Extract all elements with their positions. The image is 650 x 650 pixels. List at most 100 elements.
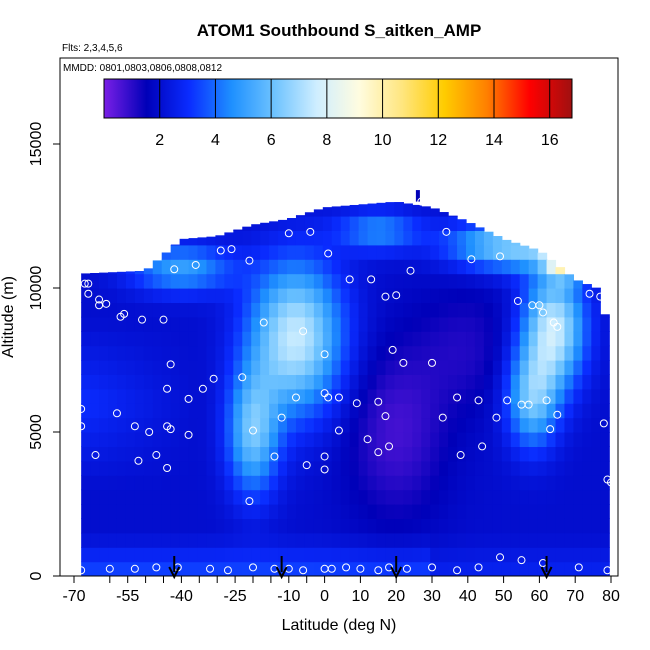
field-cell [519,302,530,318]
field-cell [331,244,342,260]
field-cell [197,417,208,433]
observation-point [223,566,232,575]
field-cell [546,432,557,447]
field-cell [251,360,261,375]
field-cell [492,316,503,332]
field-cell [304,388,315,404]
field-cell [439,288,449,303]
field-cell [278,518,288,534]
field-cell [134,547,145,563]
field-cell [421,475,431,491]
field-cell [349,273,360,289]
field-cell [90,273,100,275]
field-cell [188,460,199,476]
field-cell [116,273,127,289]
field-cell [108,518,118,534]
field-cell [421,561,431,576]
x-tick-label: -70 [62,588,85,605]
field-cell [206,345,217,361]
field-cell [143,403,154,419]
flight-marker-arrowhead [275,566,288,580]
field-cell [555,288,566,303]
field-cell [412,316,422,332]
field-cell [215,302,225,318]
field-cell [206,331,217,347]
field-cell [125,532,136,548]
field-cell [591,532,601,548]
field-cell [403,374,413,390]
field-cell [555,561,566,576]
field-cell [251,224,261,231]
field-cell [152,273,163,289]
field-cell [600,432,610,447]
field-cell [537,331,548,347]
field-cell [260,374,270,390]
field-cell [430,360,440,375]
field-cell [90,388,100,404]
field-cell [421,374,431,390]
field-cell [295,302,306,318]
chart-title: ATOM1 Southbound S_aitken_AMP [197,21,482,40]
observation-point [607,478,615,487]
field-cell [287,244,297,260]
field-cell [501,446,512,462]
field-cell [90,360,100,375]
field-cell [510,242,521,246]
field-cell [367,203,378,217]
field-cell [188,417,199,433]
observation-point [291,393,300,402]
field-cell [448,475,458,491]
field-cell [483,403,494,419]
field-cell [161,561,172,576]
field-cell [278,475,288,491]
observation-point [227,245,236,254]
field-cell [99,331,109,347]
field-cell [466,223,476,231]
field-cell [295,475,306,491]
field-cell [421,216,431,231]
field-cell [412,216,422,231]
observation-point [417,197,426,206]
field-cell [483,489,494,505]
field-cell [322,244,333,260]
field-cell [457,518,467,534]
field-cell [457,316,467,332]
field-cell [295,446,306,462]
field-cell [582,504,592,519]
field-cell [555,360,566,375]
field-cell [510,360,521,375]
field-cell [143,432,154,447]
field-cell [394,273,404,289]
field-cell [170,561,181,576]
observation-point [299,327,308,336]
field-cell [233,460,243,476]
field-cell [278,360,288,375]
field-cell [331,532,342,548]
field-cell [179,244,190,260]
field-cell [206,288,217,303]
field-cell [546,331,557,347]
field-cell [99,518,109,534]
field-cell [448,302,458,318]
field-cell [448,331,458,347]
field-cell [269,547,279,563]
field-cell [260,475,270,491]
field-cell [224,360,234,375]
field-cell [233,244,243,260]
field-cell [99,288,109,303]
x-tick-label: 40 [459,588,477,605]
field-cell [242,489,252,505]
field-cell [251,316,261,332]
field-cell [242,532,252,548]
field-cell [591,489,601,505]
field-cell [546,388,557,404]
field-cell [197,331,208,347]
field-cell [457,230,467,246]
field-cell [90,302,100,318]
field-cell [573,302,583,318]
field-cell [206,489,217,505]
field-cell [376,259,387,275]
field-cell [349,360,360,375]
field-cell [224,316,234,332]
field-cell [439,475,449,491]
